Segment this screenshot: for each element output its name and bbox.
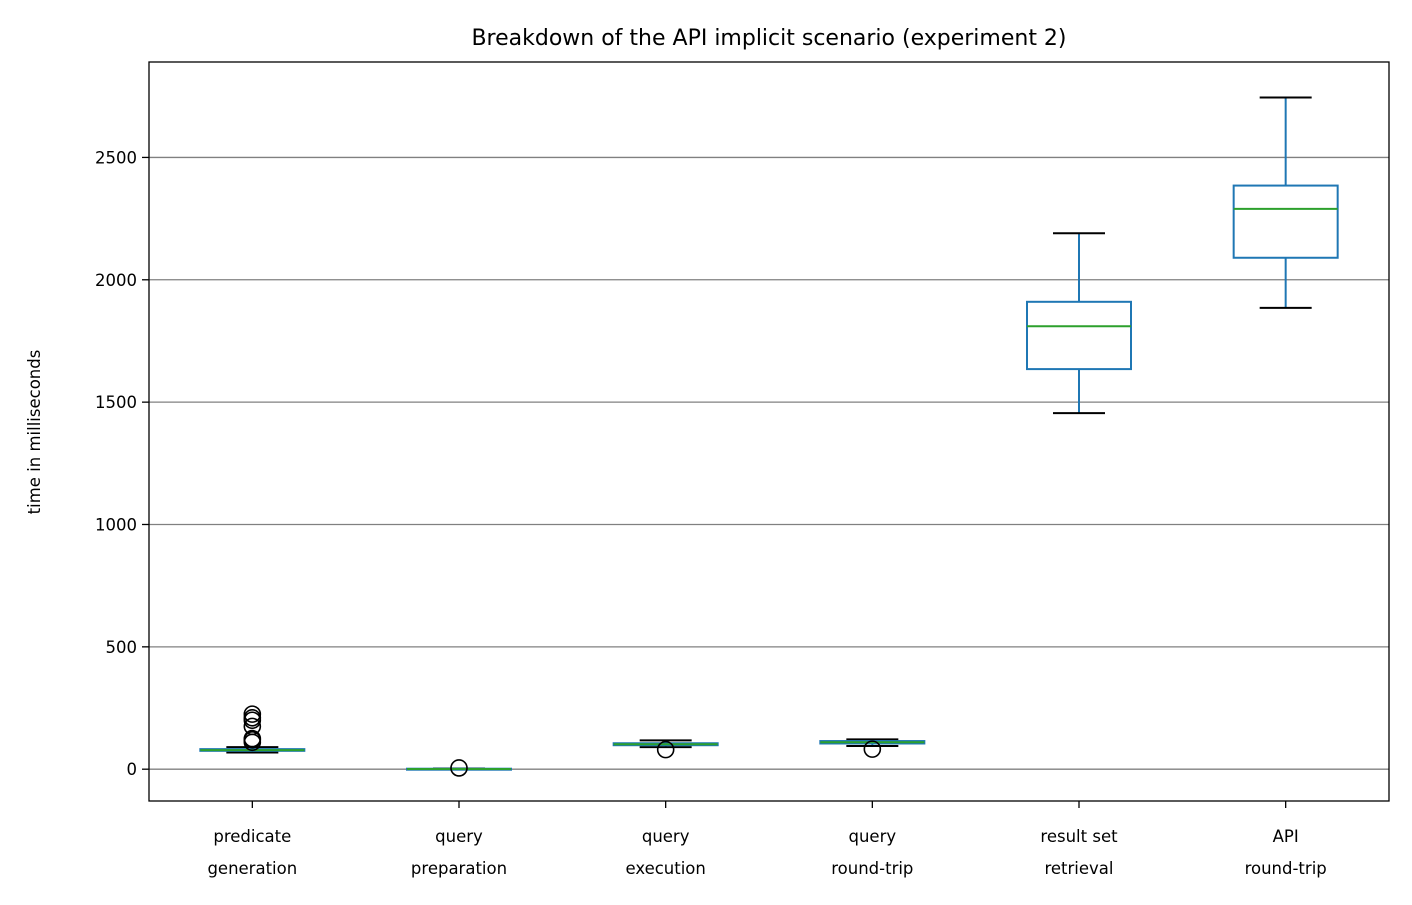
x-tick-label: predicate [213, 827, 291, 846]
y-tick-label: 1500 [95, 393, 137, 412]
box-group [406, 759, 512, 777]
chart-title: Breakdown of the API implicit scenario (… [471, 26, 1066, 51]
x-tick-label: generation [207, 859, 297, 878]
iqr-box [1232, 184, 1339, 259]
x-tick-label: round-trip [1245, 859, 1327, 878]
x-tick-label: preparation [411, 859, 507, 878]
x-tick-label: retrieval [1044, 859, 1113, 878]
y-tick-label: 2500 [95, 148, 137, 167]
x-tick-label: round-trip [831, 859, 913, 878]
outlier-point [863, 740, 882, 758]
grid-lines [149, 156, 1389, 770]
box-group [199, 705, 306, 754]
box-group [819, 738, 926, 758]
plot-area-frame [148, 61, 1390, 802]
y-axis-ticks: 0 500 1000 1500 2000 2500 [95, 148, 149, 779]
x-axis-ticks: predicate generation query preparation query… [207, 801, 1327, 878]
box-group [1232, 96, 1339, 309]
x-tick-label: execution [625, 859, 705, 878]
x-tick-label: query [435, 827, 483, 846]
outlier-point [450, 759, 468, 777]
y-axis-label: time in milliseconds [25, 350, 44, 515]
x-tick-label: query [849, 827, 897, 846]
x-tick-label: query [642, 827, 690, 846]
box-group [612, 739, 719, 759]
outlier-point [243, 717, 262, 736]
x-tick-label: API [1273, 827, 1299, 846]
iqr-box [1026, 300, 1132, 371]
box-series [199, 96, 1339, 777]
y-tick-label: 2000 [95, 271, 137, 290]
outlier-point [243, 709, 262, 727]
y-tick-label: 500 [106, 638, 138, 657]
outlier-point [243, 729, 262, 748]
y-tick-label: 1000 [95, 515, 137, 534]
x-tick-label: result set [1040, 827, 1118, 846]
outlier-point [243, 705, 262, 723]
y-tick-label: 0 [127, 760, 138, 779]
box-group [1026, 232, 1132, 415]
outlier-point [656, 740, 675, 759]
